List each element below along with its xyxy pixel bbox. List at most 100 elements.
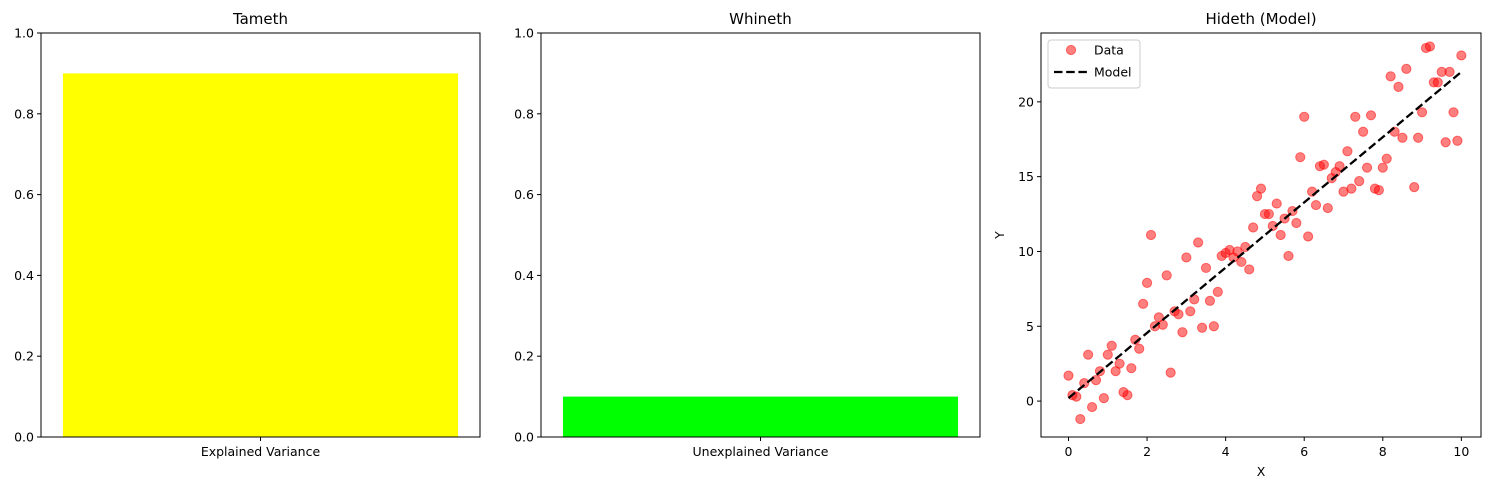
x-tick-label: Explained Variance (201, 444, 321, 459)
y-tick-label: 0.2 (514, 349, 534, 364)
chart-title: Hideth (Model) (1205, 10, 1316, 28)
data-point (1177, 327, 1188, 338)
data-point (1083, 349, 1094, 360)
plot-frame (540, 32, 981, 438)
data-point (1141, 277, 1153, 288)
data-point (1452, 135, 1463, 146)
data-point (1161, 270, 1172, 281)
data-point (1318, 159, 1329, 170)
data-point (1456, 50, 1467, 61)
y-tick-label: 0.0 (514, 430, 534, 445)
data-point (1185, 306, 1196, 317)
data-point (1299, 111, 1310, 122)
legend: Data Model (1047, 39, 1141, 89)
data-point (1114, 358, 1125, 369)
y-tick-label: 0.4 (514, 268, 534, 283)
data-point (1393, 81, 1404, 92)
data-point (1361, 162, 1373, 173)
data-point (1440, 137, 1451, 148)
y-tick-label: 1.0 (14, 26, 34, 41)
y-tick-label: 0.6 (14, 187, 34, 202)
data-point (1401, 63, 1412, 75)
y-tick-label: 0.6 (514, 187, 534, 202)
data-point (1075, 413, 1086, 425)
data-point (1291, 217, 1302, 229)
data-point (1236, 256, 1247, 268)
y-tick-label: 1.0 (514, 26, 534, 41)
bar (62, 73, 459, 438)
plot-frame (1040, 32, 1482, 438)
data-point (1086, 401, 1098, 413)
x-tick-label: 4 (1222, 444, 1230, 459)
data-point (1063, 370, 1074, 381)
data-point (1138, 298, 1149, 309)
data-point (1145, 229, 1157, 241)
data-point (1381, 153, 1392, 164)
legend-label-data: Data (1094, 43, 1124, 58)
chart-1: Tameth Explained Variance 0.0 0.2 0.4 0.6 0.8 1… (14, 10, 481, 459)
x-tick-label: 6 (1300, 444, 1308, 459)
data-point (1283, 250, 1294, 262)
data-point (1373, 185, 1384, 196)
x-tick-label: Unexplained Variance (693, 444, 829, 459)
data-point (1342, 146, 1353, 157)
y-tick-label: 0.0 (14, 430, 34, 445)
data-point (1303, 231, 1314, 242)
y-tick-label: 0.4 (14, 268, 34, 283)
y-axis-label: Y (992, 231, 1007, 240)
data-point (1365, 110, 1377, 121)
data-point (1173, 309, 1184, 320)
data-point (1354, 176, 1365, 187)
chart-3: Hideth (Model) 0 2 4 6 8 10 0 5 10 15 20 X Y Data Model (992, 10, 1482, 479)
data-point (1255, 183, 1267, 194)
data-point (1275, 229, 1286, 241)
data-point (1102, 349, 1113, 360)
data-point (1409, 182, 1420, 193)
x-tick-label: 2 (1143, 444, 1151, 459)
data-point (1079, 378, 1090, 389)
data-point (1165, 367, 1176, 378)
chart-2: Whineth Unexplained Variance 0.0 0.2 0.4 0.6 0… (514, 10, 981, 459)
data-point (1157, 319, 1168, 330)
data-point (1181, 252, 1192, 263)
model-line (1067, 71, 1463, 399)
data-point (1134, 343, 1145, 354)
data-point (1244, 264, 1255, 275)
data-point (1385, 71, 1396, 82)
x-tick-label: 8 (1379, 444, 1387, 459)
data-point (1122, 390, 1133, 401)
data-point (1204, 295, 1216, 306)
chart-title: Tameth (232, 10, 288, 28)
y-tick-label: 0.2 (14, 349, 34, 364)
y-tick-label: 10 (1018, 244, 1034, 259)
data-point (1126, 363, 1137, 374)
data-point (1358, 126, 1369, 137)
chart-title: Whineth (729, 10, 792, 28)
data-point (1200, 262, 1212, 274)
bar (562, 396, 959, 437)
plot-frame (40, 32, 481, 438)
data-point (1397, 132, 1408, 143)
data-point (1322, 202, 1333, 214)
data-point (1271, 198, 1282, 209)
data-point (1106, 340, 1117, 351)
y-tick-label: 15 (1018, 169, 1034, 184)
y-tick-label: 0 (1026, 394, 1034, 409)
y-tick-label: 5 (1026, 319, 1034, 334)
data-point (1193, 237, 1204, 248)
data-point (1208, 321, 1219, 332)
y-tick-label: 20 (1018, 94, 1034, 109)
data-point (1444, 66, 1455, 78)
data-point (1334, 161, 1345, 172)
data-point (1098, 392, 1109, 404)
y-tick-label: 0.8 (14, 106, 34, 121)
data-point (1416, 107, 1428, 118)
data-point (1448, 107, 1459, 118)
data-point (1196, 322, 1208, 333)
data-point (1310, 199, 1322, 211)
x-tick-label: 0 (1065, 444, 1073, 459)
data-point (1295, 152, 1306, 163)
x-tick-label: 10 (1453, 444, 1469, 459)
data-point (1424, 41, 1436, 52)
